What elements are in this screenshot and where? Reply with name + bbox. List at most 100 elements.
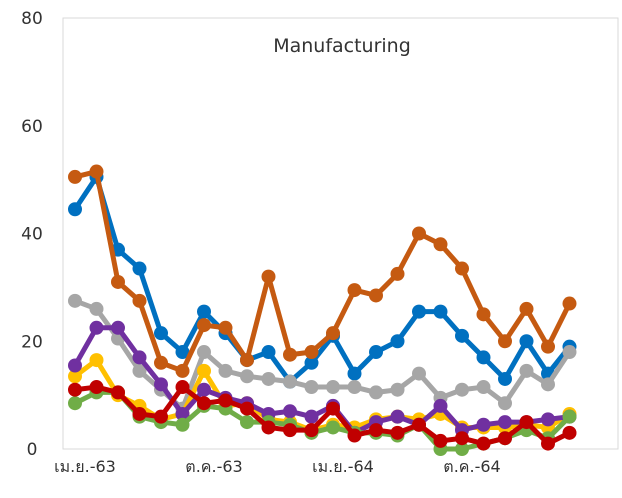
- data-point: [111, 320, 125, 335]
- data-point: [261, 371, 276, 386]
- data-point: [68, 369, 82, 384]
- data-point: [455, 261, 469, 276]
- data-point: [154, 377, 168, 392]
- data-point: [261, 269, 276, 284]
- data-point: [519, 415, 534, 430]
- data-point: [261, 420, 276, 435]
- data-point: [218, 320, 233, 335]
- data-point: [197, 396, 211, 411]
- data-point: [283, 423, 297, 438]
- data-point: [390, 425, 405, 440]
- x-axis: เม.ย.-63 ต.ค.-63 เม.ย.-64 ต.ค.-64: [54, 457, 501, 476]
- data-point: [498, 396, 512, 411]
- data-point: [433, 433, 448, 448]
- data-point: [455, 328, 469, 343]
- data-point: [541, 377, 555, 392]
- data-point: [519, 301, 534, 316]
- data-point: [347, 283, 362, 298]
- data-point: [390, 334, 405, 349]
- data-point: [197, 304, 211, 319]
- data-point: [541, 339, 555, 354]
- data-point: [240, 415, 254, 430]
- data-point: [175, 380, 190, 395]
- data-point: [498, 371, 512, 386]
- data-point: [476, 417, 491, 432]
- data-point: [390, 409, 405, 424]
- data-point: [304, 409, 319, 424]
- data-point: [304, 355, 319, 370]
- data-point: [261, 345, 276, 360]
- data-point: [89, 164, 104, 179]
- data-point: [304, 423, 319, 438]
- data-point: [68, 293, 82, 308]
- data-point: [68, 358, 82, 373]
- data-point: [562, 345, 577, 360]
- data-point: [369, 423, 383, 438]
- data-point: [412, 417, 426, 432]
- data-point: [326, 401, 340, 416]
- data-point: [175, 417, 190, 432]
- x-tick-label: ต.ค.-63: [185, 457, 242, 476]
- data-point: [111, 385, 125, 400]
- data-point: [132, 363, 147, 378]
- data-point: [304, 380, 319, 395]
- data-point: [455, 442, 469, 456]
- y-tick-label: 20: [21, 332, 43, 352]
- x-tick-label: ต.ค.-64: [443, 457, 500, 476]
- data-point: [347, 366, 362, 381]
- data-point: [283, 404, 297, 419]
- data-point: [197, 345, 211, 360]
- data-point: [562, 409, 577, 424]
- data-point: [68, 202, 82, 217]
- data-point: [175, 345, 190, 360]
- data-point: [175, 363, 190, 378]
- data-point: [197, 382, 211, 397]
- data-point: [283, 347, 297, 362]
- data-point: [89, 301, 104, 316]
- data-point: [390, 382, 405, 397]
- data-point: [240, 401, 254, 416]
- data-point: [132, 406, 147, 421]
- data-point: [154, 355, 168, 370]
- data-point: [498, 334, 512, 349]
- data-point: [519, 334, 534, 349]
- series-0: [68, 169, 577, 389]
- y-axis: 0 20 40 60 80: [21, 9, 43, 460]
- data-point: [412, 304, 426, 319]
- series-6: [68, 380, 577, 451]
- data-point: [498, 415, 512, 430]
- data-point: [89, 320, 104, 335]
- data-point: [369, 385, 383, 400]
- data-point: [541, 436, 555, 451]
- data-point: [412, 366, 426, 381]
- data-point: [326, 380, 340, 395]
- data-point: [154, 326, 168, 341]
- data-point: [89, 353, 104, 368]
- data-point: [519, 363, 534, 378]
- y-tick-label: 40: [21, 225, 43, 245]
- y-tick-label: 60: [21, 117, 43, 137]
- data-point: [369, 288, 383, 303]
- data-point: [68, 169, 82, 184]
- data-point: [304, 345, 319, 360]
- data-point: [68, 396, 82, 411]
- data-point: [347, 428, 362, 443]
- data-point: [175, 406, 190, 421]
- series-layer: [68, 164, 577, 456]
- data-point: [240, 353, 254, 368]
- series-1: [68, 164, 577, 378]
- data-point: [132, 293, 147, 308]
- data-point: [562, 296, 577, 311]
- x-tick-label: เม.ย.-64: [312, 457, 374, 476]
- data-point: [476, 350, 491, 365]
- data-point: [326, 420, 340, 435]
- data-point: [455, 431, 469, 446]
- data-point: [218, 363, 233, 378]
- data-point: [369, 345, 383, 360]
- chart-title: Manufacturing: [273, 35, 411, 57]
- data-point: [197, 363, 211, 378]
- data-point: [197, 318, 211, 333]
- data-point: [347, 380, 362, 395]
- y-tick-label: 0: [27, 440, 38, 460]
